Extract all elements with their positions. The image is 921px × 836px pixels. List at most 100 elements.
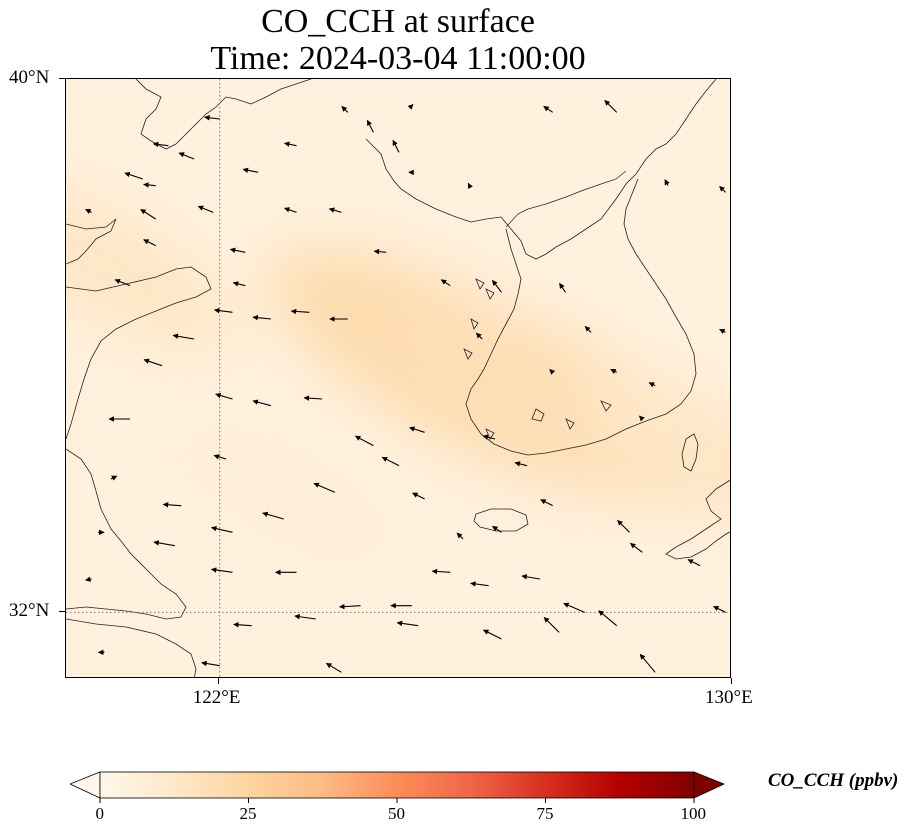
wind-arrow (229, 247, 246, 254)
wind-arrow (294, 613, 316, 620)
wind-arrow (178, 152, 195, 160)
wind-arrow (232, 281, 246, 287)
wind-arrow (543, 105, 553, 113)
coastline-liaodong (135, 79, 312, 150)
wind-arrow (687, 559, 701, 567)
coastlines (66, 79, 730, 677)
wind-arrow (598, 610, 618, 627)
wind-arrow (152, 141, 169, 148)
wind-arrow (559, 282, 566, 293)
wind-arrow (664, 179, 670, 186)
wind-vectors (85, 99, 726, 673)
wind-arrow (543, 616, 560, 633)
wind-arrow (197, 205, 214, 213)
graticule (66, 79, 730, 677)
plume-group (66, 166, 730, 563)
wind-arrow (563, 602, 585, 613)
wind-arrow (373, 248, 387, 255)
wind-arrow (143, 239, 156, 247)
wind-arrow (172, 333, 195, 340)
coastline-korea-west-islands (463, 278, 495, 360)
wind-arrow (210, 567, 233, 573)
coastline-kyushu (665, 479, 730, 560)
wind-arrow (162, 502, 182, 508)
wind-arrow (719, 185, 726, 193)
wind-arrow (617, 519, 630, 533)
wind-arrow (242, 167, 259, 174)
lat-tick-mark-40 (59, 78, 65, 79)
wind-arrow (521, 574, 540, 580)
wind-arrow (215, 392, 233, 400)
coastline-korea-west (465, 178, 697, 456)
wind-arrow (584, 325, 592, 333)
border-dmz (505, 170, 627, 228)
coastline-jiangsu (66, 448, 187, 620)
coastline-tsushima (681, 433, 699, 472)
wind-arrow (412, 492, 425, 500)
wind-arrow (201, 660, 220, 667)
wind-arrow (204, 115, 220, 121)
wind-arrow (213, 307, 233, 314)
wind-arrow (252, 314, 271, 321)
colorbar-label: CO_CCH (ppbv) (768, 770, 899, 791)
wind-arrow (467, 182, 473, 189)
wind-arrow (396, 620, 419, 627)
wind-arrow (638, 415, 645, 422)
wind-arrow (284, 207, 297, 213)
wind-arrow (719, 328, 726, 335)
wind-arrow (143, 358, 163, 367)
lon-tick-label-130: 130°E (705, 687, 753, 708)
wind-arrow (514, 461, 528, 467)
wind-arrow (153, 540, 175, 547)
wind-arrow (482, 629, 502, 640)
wind-arrow (290, 308, 310, 315)
wind-arrow (492, 279, 502, 293)
coastline-korea-channel-islands (485, 400, 612, 440)
wind-arrow (549, 368, 556, 375)
coastline-korea-bay (365, 79, 717, 260)
wind-arrow (475, 332, 483, 340)
wind-arrow (456, 532, 464, 540)
wind-arrow (124, 171, 144, 180)
wind-arrow (114, 278, 131, 287)
wind-arrow (210, 525, 233, 533)
colorbar-upper-extension (693, 771, 726, 799)
map-subtitle-time: Time: 2024-03-04 11:00:00 (210, 40, 586, 77)
wind-arrow (482, 434, 496, 440)
wind-arrow (233, 622, 252, 628)
lat-tick-mark-32 (59, 611, 65, 613)
lat-tick-label-32: 32°N (9, 600, 50, 622)
wind-arrow (252, 399, 272, 407)
wind-arrow (143, 182, 156, 188)
wind-arrow (325, 662, 342, 673)
colorbar (70, 771, 726, 803)
wind-arrow (431, 568, 451, 575)
co-plume-3 (66, 166, 243, 352)
coastline-jeju (473, 508, 529, 532)
wind-arrow (713, 605, 726, 613)
colorbar-tick-label-100: 100 (680, 804, 707, 823)
colorbar-tick-label-75: 75 (536, 804, 554, 823)
lon-tick-mark-122 (218, 678, 220, 684)
wind-arrow (440, 279, 451, 287)
co-plume-5 (170, 422, 397, 563)
colorbar-tick-label-0: 0 (95, 804, 105, 823)
wind-arrow (409, 426, 425, 433)
colorbar-gradient (99, 771, 695, 799)
wind-arrow (392, 139, 400, 153)
wind-arrow (604, 99, 618, 113)
coastline-china (66, 218, 117, 265)
wind-arrow (328, 207, 342, 213)
wind-arrow (339, 603, 361, 610)
wind-arrow (381, 456, 400, 467)
map-title: CO_CCH at surface (261, 3, 535, 40)
wind-arrow (303, 395, 323, 401)
wind-arrow (341, 105, 349, 113)
co-concentration-field (66, 79, 730, 677)
wind-arrow (213, 454, 227, 460)
lon-tick-label-122: 122°E (192, 687, 241, 708)
co-plume-4 (574, 369, 730, 549)
colorbar-ticks (99, 798, 695, 803)
wind-arrow (407, 104, 414, 110)
coastline-yangtze (66, 618, 197, 677)
